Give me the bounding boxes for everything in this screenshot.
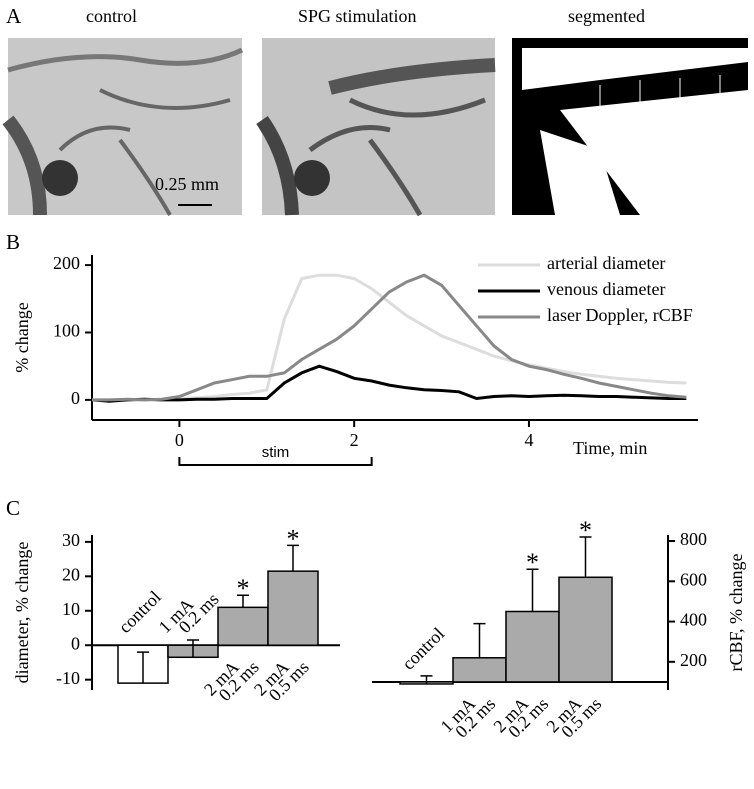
image-caption: control (86, 6, 137, 26)
y-tick-label: 20 (62, 564, 80, 584)
error-bar (287, 544, 299, 572)
y-tick-label: 200 (53, 253, 80, 273)
y-tick-label: 10 (62, 599, 80, 619)
y-tick-label: 30 (62, 530, 80, 550)
stim-bracket (178, 457, 373, 466)
y-tick-label: 400 (680, 610, 707, 630)
error-bar (420, 675, 433, 684)
panel-label: C (6, 496, 20, 520)
series-line (92, 273, 687, 402)
category-label: control (398, 623, 448, 673)
significance-marker: * (526, 548, 539, 577)
micrograph (2, 38, 244, 216)
y-tick-label: 0 (71, 388, 80, 408)
error-bar (473, 622, 486, 658)
error-bar (526, 568, 539, 612)
y-axis-label: % change (12, 302, 32, 372)
y-tick-label: 600 (680, 569, 707, 589)
bar (267, 570, 319, 646)
bar (217, 606, 269, 646)
x-axis-label: Time, min (573, 438, 647, 458)
micrograph (256, 38, 496, 217)
panel-label: B (6, 230, 20, 254)
y-axis-label: diameter, % change (12, 542, 32, 684)
series-line (91, 364, 687, 403)
y-tick-label: -10 (56, 668, 80, 688)
significance-marker: * (287, 524, 300, 553)
bar (558, 576, 613, 683)
significance-marker: * (579, 516, 592, 545)
y-tick-label: 100 (53, 321, 80, 341)
y-tick-label: 0 (71, 633, 80, 653)
error-bar (137, 651, 149, 684)
panel-label: A (6, 4, 22, 28)
legend-label: laser Doppler, rCBF (547, 305, 693, 325)
legend-label: arterial diameter (547, 253, 665, 273)
y-tick-label: 800 (680, 529, 707, 549)
annotation: stim (262, 444, 290, 461)
error-bar (237, 594, 249, 608)
x-tick-label: 0 (175, 430, 184, 450)
category-label: control (115, 587, 165, 637)
error-bar (579, 536, 592, 578)
significance-marker: * (237, 574, 250, 603)
x-tick-label: 4 (524, 430, 533, 450)
legend-label: venous diameter (547, 279, 665, 299)
bar (505, 610, 560, 683)
segmented-image (512, 38, 748, 215)
x-tick-label: 2 (350, 430, 359, 450)
scale-bar-label: 0.25 mm (155, 174, 219, 194)
image-caption: SPG stimulation (298, 6, 417, 26)
image-caption: segmented (568, 6, 645, 26)
error-bar (187, 639, 199, 658)
y-tick-label: 200 (680, 650, 707, 670)
y-axis-label: rCBF, % change (726, 553, 746, 671)
bar (452, 657, 507, 683)
